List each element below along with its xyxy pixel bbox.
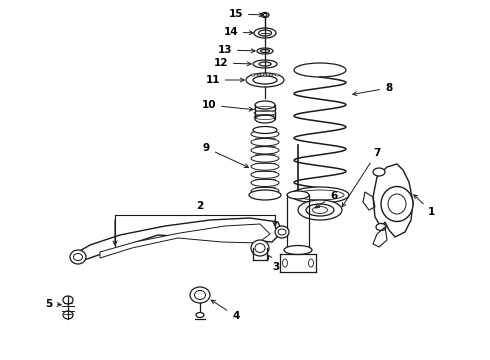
Ellipse shape [269, 74, 273, 76]
Ellipse shape [259, 62, 271, 66]
Text: 10: 10 [201, 100, 253, 111]
Ellipse shape [313, 207, 327, 213]
Ellipse shape [255, 243, 265, 252]
Ellipse shape [298, 200, 342, 220]
Ellipse shape [249, 190, 281, 200]
Ellipse shape [284, 246, 312, 255]
Text: 2: 2 [196, 201, 204, 211]
Text: 15: 15 [228, 9, 263, 19]
Ellipse shape [381, 186, 413, 221]
Text: 9: 9 [203, 143, 248, 167]
Text: 6: 6 [315, 191, 337, 208]
Ellipse shape [190, 287, 210, 303]
Ellipse shape [309, 259, 314, 267]
Ellipse shape [251, 74, 255, 76]
Text: 14: 14 [223, 27, 253, 37]
Ellipse shape [373, 168, 385, 176]
Text: 5: 5 [45, 299, 61, 309]
Ellipse shape [246, 73, 284, 87]
Text: 4: 4 [211, 300, 240, 321]
Ellipse shape [278, 229, 286, 235]
Ellipse shape [294, 63, 346, 77]
Ellipse shape [253, 60, 277, 68]
Text: 13: 13 [218, 45, 255, 55]
Ellipse shape [254, 28, 276, 38]
Ellipse shape [255, 101, 275, 109]
Ellipse shape [255, 115, 275, 123]
Ellipse shape [74, 253, 82, 261]
Ellipse shape [195, 291, 205, 300]
Ellipse shape [257, 74, 261, 76]
Polygon shape [100, 224, 270, 258]
Ellipse shape [261, 49, 270, 53]
Text: 12: 12 [214, 58, 251, 68]
Ellipse shape [275, 74, 279, 76]
Text: 11: 11 [205, 75, 244, 85]
Ellipse shape [388, 194, 406, 214]
Ellipse shape [259, 30, 271, 36]
Ellipse shape [257, 48, 273, 54]
Ellipse shape [253, 126, 277, 134]
Text: 3: 3 [268, 255, 279, 272]
Ellipse shape [263, 13, 267, 17]
Ellipse shape [275, 226, 289, 238]
Ellipse shape [287, 191, 309, 199]
Ellipse shape [306, 204, 334, 216]
Ellipse shape [253, 76, 277, 84]
Text: 7: 7 [342, 148, 380, 207]
Ellipse shape [283, 259, 288, 267]
Ellipse shape [263, 74, 267, 76]
Ellipse shape [296, 190, 344, 200]
Ellipse shape [376, 224, 386, 230]
Ellipse shape [261, 13, 269, 18]
Text: 1: 1 [414, 195, 435, 217]
Text: 8: 8 [353, 83, 392, 95]
Ellipse shape [291, 187, 349, 203]
Ellipse shape [251, 240, 269, 256]
Ellipse shape [63, 296, 73, 304]
Ellipse shape [63, 311, 73, 319]
Ellipse shape [196, 312, 204, 318]
Ellipse shape [70, 250, 86, 264]
